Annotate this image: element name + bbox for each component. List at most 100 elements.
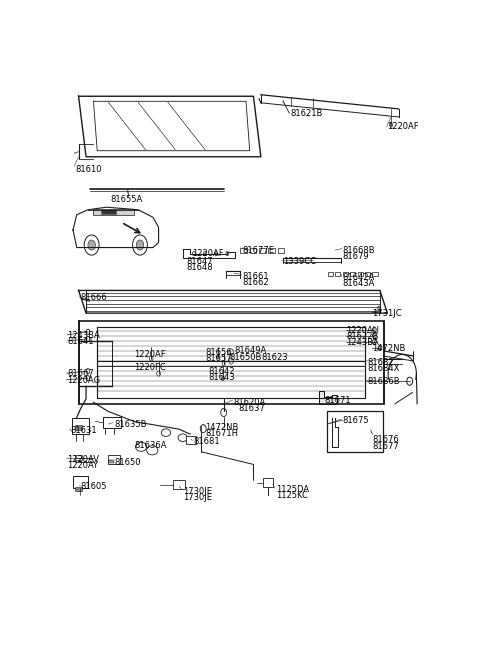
Text: 81636A: 81636A — [134, 441, 167, 450]
Bar — [335, 272, 340, 276]
Bar — [343, 272, 348, 276]
Text: 1220AG: 1220AG — [67, 376, 101, 384]
Text: 81621B: 81621B — [290, 109, 323, 119]
Text: 81667: 81667 — [67, 369, 94, 378]
Text: 81650: 81650 — [114, 458, 141, 468]
Polygon shape — [94, 209, 134, 215]
Text: 81677E: 81677E — [242, 246, 274, 255]
Text: 81635B: 81635B — [114, 420, 146, 428]
Text: 81642A: 81642A — [343, 273, 375, 282]
Text: 81676: 81676 — [372, 435, 399, 443]
Text: 81637: 81637 — [239, 404, 265, 413]
Circle shape — [136, 240, 144, 250]
Bar — [365, 272, 370, 276]
Text: 81657: 81657 — [205, 354, 232, 363]
Circle shape — [88, 240, 96, 250]
Circle shape — [149, 356, 153, 361]
Bar — [277, 248, 284, 253]
Text: 1243BA: 1243BA — [67, 331, 100, 341]
Text: 81668B: 81668B — [343, 246, 375, 255]
Circle shape — [84, 235, 99, 255]
Bar — [268, 248, 275, 253]
Text: 81631: 81631 — [71, 426, 97, 435]
Text: 1220AV: 1220AV — [67, 455, 99, 464]
Bar — [372, 272, 378, 276]
Text: 81656: 81656 — [205, 348, 232, 357]
Circle shape — [378, 306, 381, 310]
Bar — [328, 272, 333, 276]
Bar — [173, 480, 185, 489]
Circle shape — [156, 371, 160, 376]
Text: 81641: 81641 — [67, 337, 94, 346]
Text: 81642: 81642 — [209, 367, 235, 375]
Text: 81648: 81648 — [186, 263, 213, 272]
Bar — [358, 272, 363, 276]
Bar — [75, 425, 83, 430]
Text: 1220AY: 1220AY — [67, 461, 98, 470]
Text: 81620A: 81620A — [233, 398, 265, 407]
Bar — [264, 478, 273, 487]
Bar — [73, 476, 88, 488]
Text: 1220AF: 1220AF — [387, 122, 419, 131]
Polygon shape — [101, 209, 116, 214]
Bar — [72, 418, 89, 434]
Circle shape — [372, 333, 376, 339]
Circle shape — [407, 377, 413, 385]
Circle shape — [372, 328, 376, 332]
Circle shape — [86, 376, 90, 381]
Text: 81661: 81661 — [242, 272, 269, 281]
Text: 1125DA: 1125DA — [276, 485, 309, 494]
Text: 81681: 81681 — [193, 438, 220, 446]
Polygon shape — [319, 391, 337, 404]
Ellipse shape — [147, 446, 158, 455]
Text: 81662: 81662 — [242, 278, 269, 287]
Circle shape — [204, 252, 206, 255]
Bar — [75, 455, 83, 460]
Text: 81605: 81605 — [81, 481, 107, 491]
Circle shape — [215, 252, 218, 255]
Text: 81643: 81643 — [209, 373, 235, 382]
Text: 81682: 81682 — [367, 358, 394, 367]
Circle shape — [221, 377, 225, 381]
Circle shape — [372, 339, 376, 345]
Bar — [103, 417, 121, 428]
Bar — [240, 248, 247, 253]
Text: 1339CC: 1339CC — [283, 257, 316, 266]
Circle shape — [378, 345, 382, 350]
Circle shape — [221, 409, 227, 417]
Text: 1730JE: 1730JE — [183, 493, 212, 502]
Text: 81666: 81666 — [81, 293, 107, 303]
Text: 81671: 81671 — [324, 396, 351, 405]
Bar — [109, 460, 114, 464]
Circle shape — [86, 369, 90, 373]
Text: 81677: 81677 — [372, 442, 399, 451]
Text: 1220AF: 1220AF — [134, 350, 166, 360]
Circle shape — [222, 362, 225, 365]
Text: 1472NB: 1472NB — [205, 423, 239, 432]
Text: 81610: 81610 — [75, 165, 101, 174]
Circle shape — [229, 349, 233, 355]
Bar — [250, 248, 256, 253]
Text: 1125KC: 1125KC — [276, 491, 308, 500]
Bar — [259, 248, 266, 253]
Circle shape — [226, 252, 229, 255]
Bar — [186, 436, 196, 443]
Text: 81647: 81647 — [186, 257, 213, 266]
Text: 81684X: 81684X — [367, 364, 399, 373]
Text: 81675: 81675 — [342, 416, 369, 425]
Text: 1220AU: 1220AU — [347, 326, 379, 335]
Text: 1730JE: 1730JE — [183, 487, 212, 496]
Circle shape — [86, 336, 90, 341]
Circle shape — [390, 123, 393, 127]
Text: 1472NB: 1472NB — [372, 345, 406, 354]
Ellipse shape — [135, 442, 147, 451]
Circle shape — [200, 424, 206, 433]
Text: 81655A: 81655A — [110, 195, 143, 204]
Text: 81643A: 81643A — [343, 280, 375, 288]
Text: 81649A: 81649A — [235, 346, 267, 356]
Text: 1220AF: 1220AF — [192, 249, 224, 258]
Ellipse shape — [178, 434, 187, 441]
Text: 1220FC: 1220FC — [134, 363, 166, 372]
Text: 81686B: 81686B — [367, 377, 399, 386]
Text: 1243BA: 1243BA — [347, 339, 379, 347]
